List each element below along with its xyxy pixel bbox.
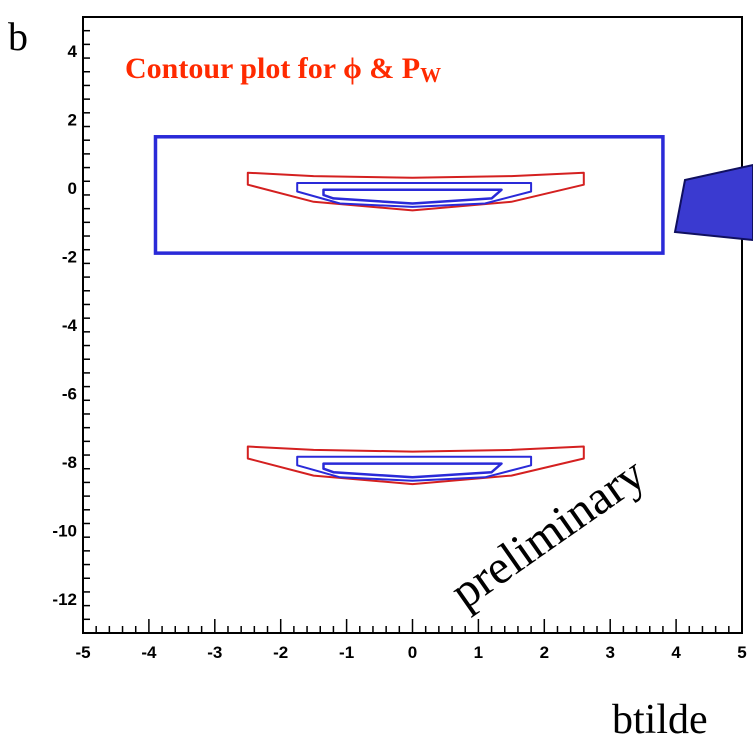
x-tick-label: -1 xyxy=(339,643,354,662)
x-tick-label: 5 xyxy=(737,643,746,662)
x-tick-label: -4 xyxy=(141,643,157,662)
y-tick-label: -2 xyxy=(62,248,77,267)
x-tick-label: -2 xyxy=(273,643,288,662)
x-tick-label: 4 xyxy=(671,643,681,662)
plot-axes xyxy=(82,16,743,634)
x-tick-label: 2 xyxy=(540,643,549,662)
y-tick-label: -10 xyxy=(52,521,77,540)
x-tick-labels: -5 -4 -3 -2 -1 0 1 2 3 4 5 xyxy=(75,643,746,662)
outer-contour xyxy=(246,171,585,212)
highlight-box xyxy=(153,135,665,255)
contour-island xyxy=(246,171,585,212)
x-tick-label: -3 xyxy=(207,643,222,662)
x-tick-label: 0 xyxy=(408,643,417,662)
y-tick-label: -4 xyxy=(62,316,78,335)
x-axis-label: btilde xyxy=(612,697,708,740)
arrow-shape xyxy=(673,163,753,242)
middle-contour xyxy=(296,182,533,208)
y-tick-label: 2 xyxy=(68,111,77,130)
chart-title: Contour plot for ϕ & PW xyxy=(125,52,441,87)
chart-title-subscript: W xyxy=(420,63,441,87)
y-axis-label: b xyxy=(8,14,28,59)
y-tick-labels: -12 -10 -8 -6 -4 -2 0 2 4 xyxy=(52,42,77,609)
inner-contour xyxy=(322,462,503,479)
contour-island xyxy=(246,445,585,486)
outer-contour xyxy=(246,445,585,486)
x-tick-label: -5 xyxy=(75,643,90,662)
x-tick-label: 3 xyxy=(605,643,614,662)
chart-title-main: Contour plot for ϕ & P xyxy=(125,52,420,85)
x-tick-label: 1 xyxy=(474,643,483,662)
y-tick-label: -12 xyxy=(52,590,77,609)
plot-frame xyxy=(82,16,743,634)
inner-contour xyxy=(322,188,503,205)
middle-contour xyxy=(296,455,533,482)
y-tick-label: -8 xyxy=(62,453,77,472)
y-tick-label: 4 xyxy=(68,42,78,61)
y-tick-label: 0 xyxy=(68,179,77,198)
y-tick-label: -6 xyxy=(62,384,77,403)
contour-islands xyxy=(246,171,585,486)
